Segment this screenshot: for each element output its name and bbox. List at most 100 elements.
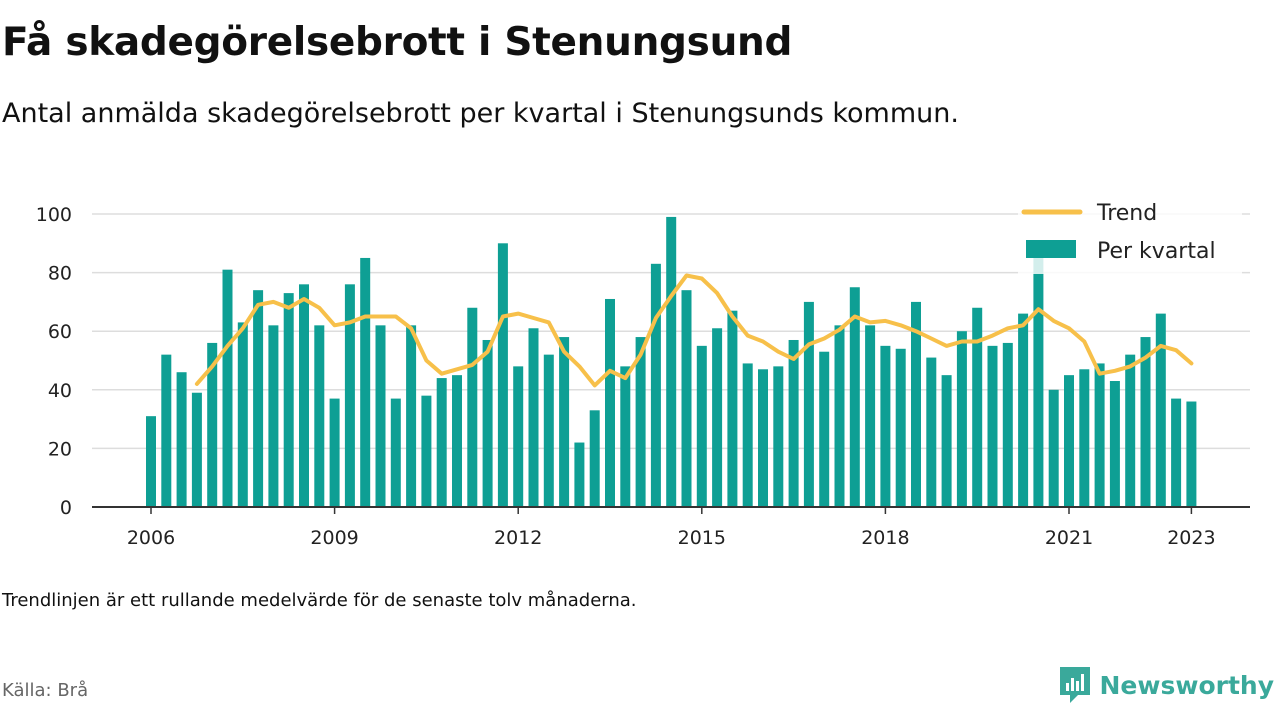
y-tick-label: 80 <box>48 263 72 285</box>
x-tick-label: 2023 <box>1167 527 1215 549</box>
newsworthy-logo-icon <box>1059 667 1090 703</box>
bar <box>666 216 677 507</box>
x-axis-ticks: 2006 2009 2012 2015 2018 2021 2023 <box>127 507 1216 549</box>
bar <box>620 366 631 507</box>
chart-title: Få skadegörelsebrott i Stenungsund <box>2 20 793 65</box>
bar-series <box>146 216 1197 508</box>
bar <box>987 345 998 507</box>
bar <box>880 345 891 507</box>
bar <box>926 357 937 507</box>
brand-name: Newsworthy <box>1099 670 1275 700</box>
bar <box>375 325 386 507</box>
bar <box>681 290 692 507</box>
bar <box>421 395 432 507</box>
bar <box>605 298 615 507</box>
bar <box>1033 257 1044 507</box>
bar <box>176 372 187 507</box>
bar <box>452 375 462 507</box>
bar <box>283 293 294 507</box>
bar <box>1064 375 1074 507</box>
bar <box>635 337 646 507</box>
bar <box>1048 389 1059 507</box>
bar <box>1079 369 1090 507</box>
bar <box>268 325 279 507</box>
bar <box>972 307 983 507</box>
bar <box>1125 354 1136 507</box>
bar <box>956 331 967 507</box>
bar <box>237 322 248 507</box>
x-tick-label: 2015 <box>678 527 726 549</box>
bar <box>482 339 493 507</box>
source-label: Källa: Brå <box>2 680 89 701</box>
y-tick-label: 60 <box>48 321 72 343</box>
bar <box>819 351 830 507</box>
bar <box>788 339 799 507</box>
bar <box>941 375 952 507</box>
bar <box>849 287 860 507</box>
bar <box>803 301 814 507</box>
bar <box>911 301 921 507</box>
bar <box>865 325 876 507</box>
bar <box>1094 363 1105 507</box>
x-tick-label: 2021 <box>1045 527 1093 549</box>
bar <box>543 354 554 507</box>
x-tick-label: 2012 <box>494 527 542 549</box>
bar <box>314 325 325 507</box>
legend-trend-label: Trend <box>1096 201 1157 226</box>
y-tick-label: 0 <box>60 497 72 519</box>
bar <box>467 307 478 507</box>
legend: Trend Per kvartal <box>1018 194 1242 274</box>
y-tick-label: 20 <box>48 438 72 460</box>
bar <box>727 310 738 507</box>
bar <box>436 378 447 507</box>
bar <box>650 263 661 507</box>
x-tick-label: 2009 <box>310 527 358 549</box>
bar <box>329 398 340 507</box>
bar <box>696 345 707 507</box>
bar <box>1140 337 1151 507</box>
bar <box>1002 342 1013 507</box>
bar <box>559 337 570 507</box>
y-tick-label: 40 <box>48 380 72 402</box>
brand-logo: Newsworthy <box>1058 665 1275 705</box>
bar <box>574 442 585 507</box>
bar <box>834 325 845 507</box>
trend-series <box>194 273 1194 388</box>
chart-footnote: Trendlinjen är ett rullande medelvärde f… <box>2 590 637 611</box>
bar <box>1186 401 1197 507</box>
bar <box>513 366 524 507</box>
bar <box>1155 313 1166 507</box>
trend-line <box>194 273 1194 388</box>
chart-subtitle: Antal anmälda skadegörelsebrott per kvar… <box>2 98 959 129</box>
legend-bar-swatch <box>1026 240 1076 258</box>
bar <box>895 348 906 507</box>
bar <box>390 398 401 507</box>
bar <box>497 243 508 508</box>
x-tick-label: 2018 <box>861 527 909 549</box>
bar <box>222 269 233 507</box>
bar <box>299 284 309 507</box>
bar <box>344 284 355 507</box>
bar <box>191 392 202 507</box>
bar <box>360 257 371 507</box>
bar <box>406 325 417 507</box>
bar <box>253 290 264 507</box>
bar <box>758 369 768 507</box>
bar <box>1171 398 1182 507</box>
bar <box>742 363 753 507</box>
legend-bar-label: Per kvartal <box>1097 239 1216 264</box>
bar <box>712 328 723 507</box>
y-axis-ticks: 0 20 40 60 80 100 <box>36 204 72 519</box>
legend-background <box>1018 194 1242 274</box>
bar <box>773 366 784 507</box>
bar <box>1018 313 1029 507</box>
bar <box>161 354 172 507</box>
bar <box>207 342 218 507</box>
bar <box>528 328 539 507</box>
bar <box>589 410 600 507</box>
bar <box>1109 381 1120 507</box>
x-tick-label: 2006 <box>127 527 175 549</box>
bar <box>146 416 156 507</box>
y-tick-label: 100 <box>36 204 72 226</box>
